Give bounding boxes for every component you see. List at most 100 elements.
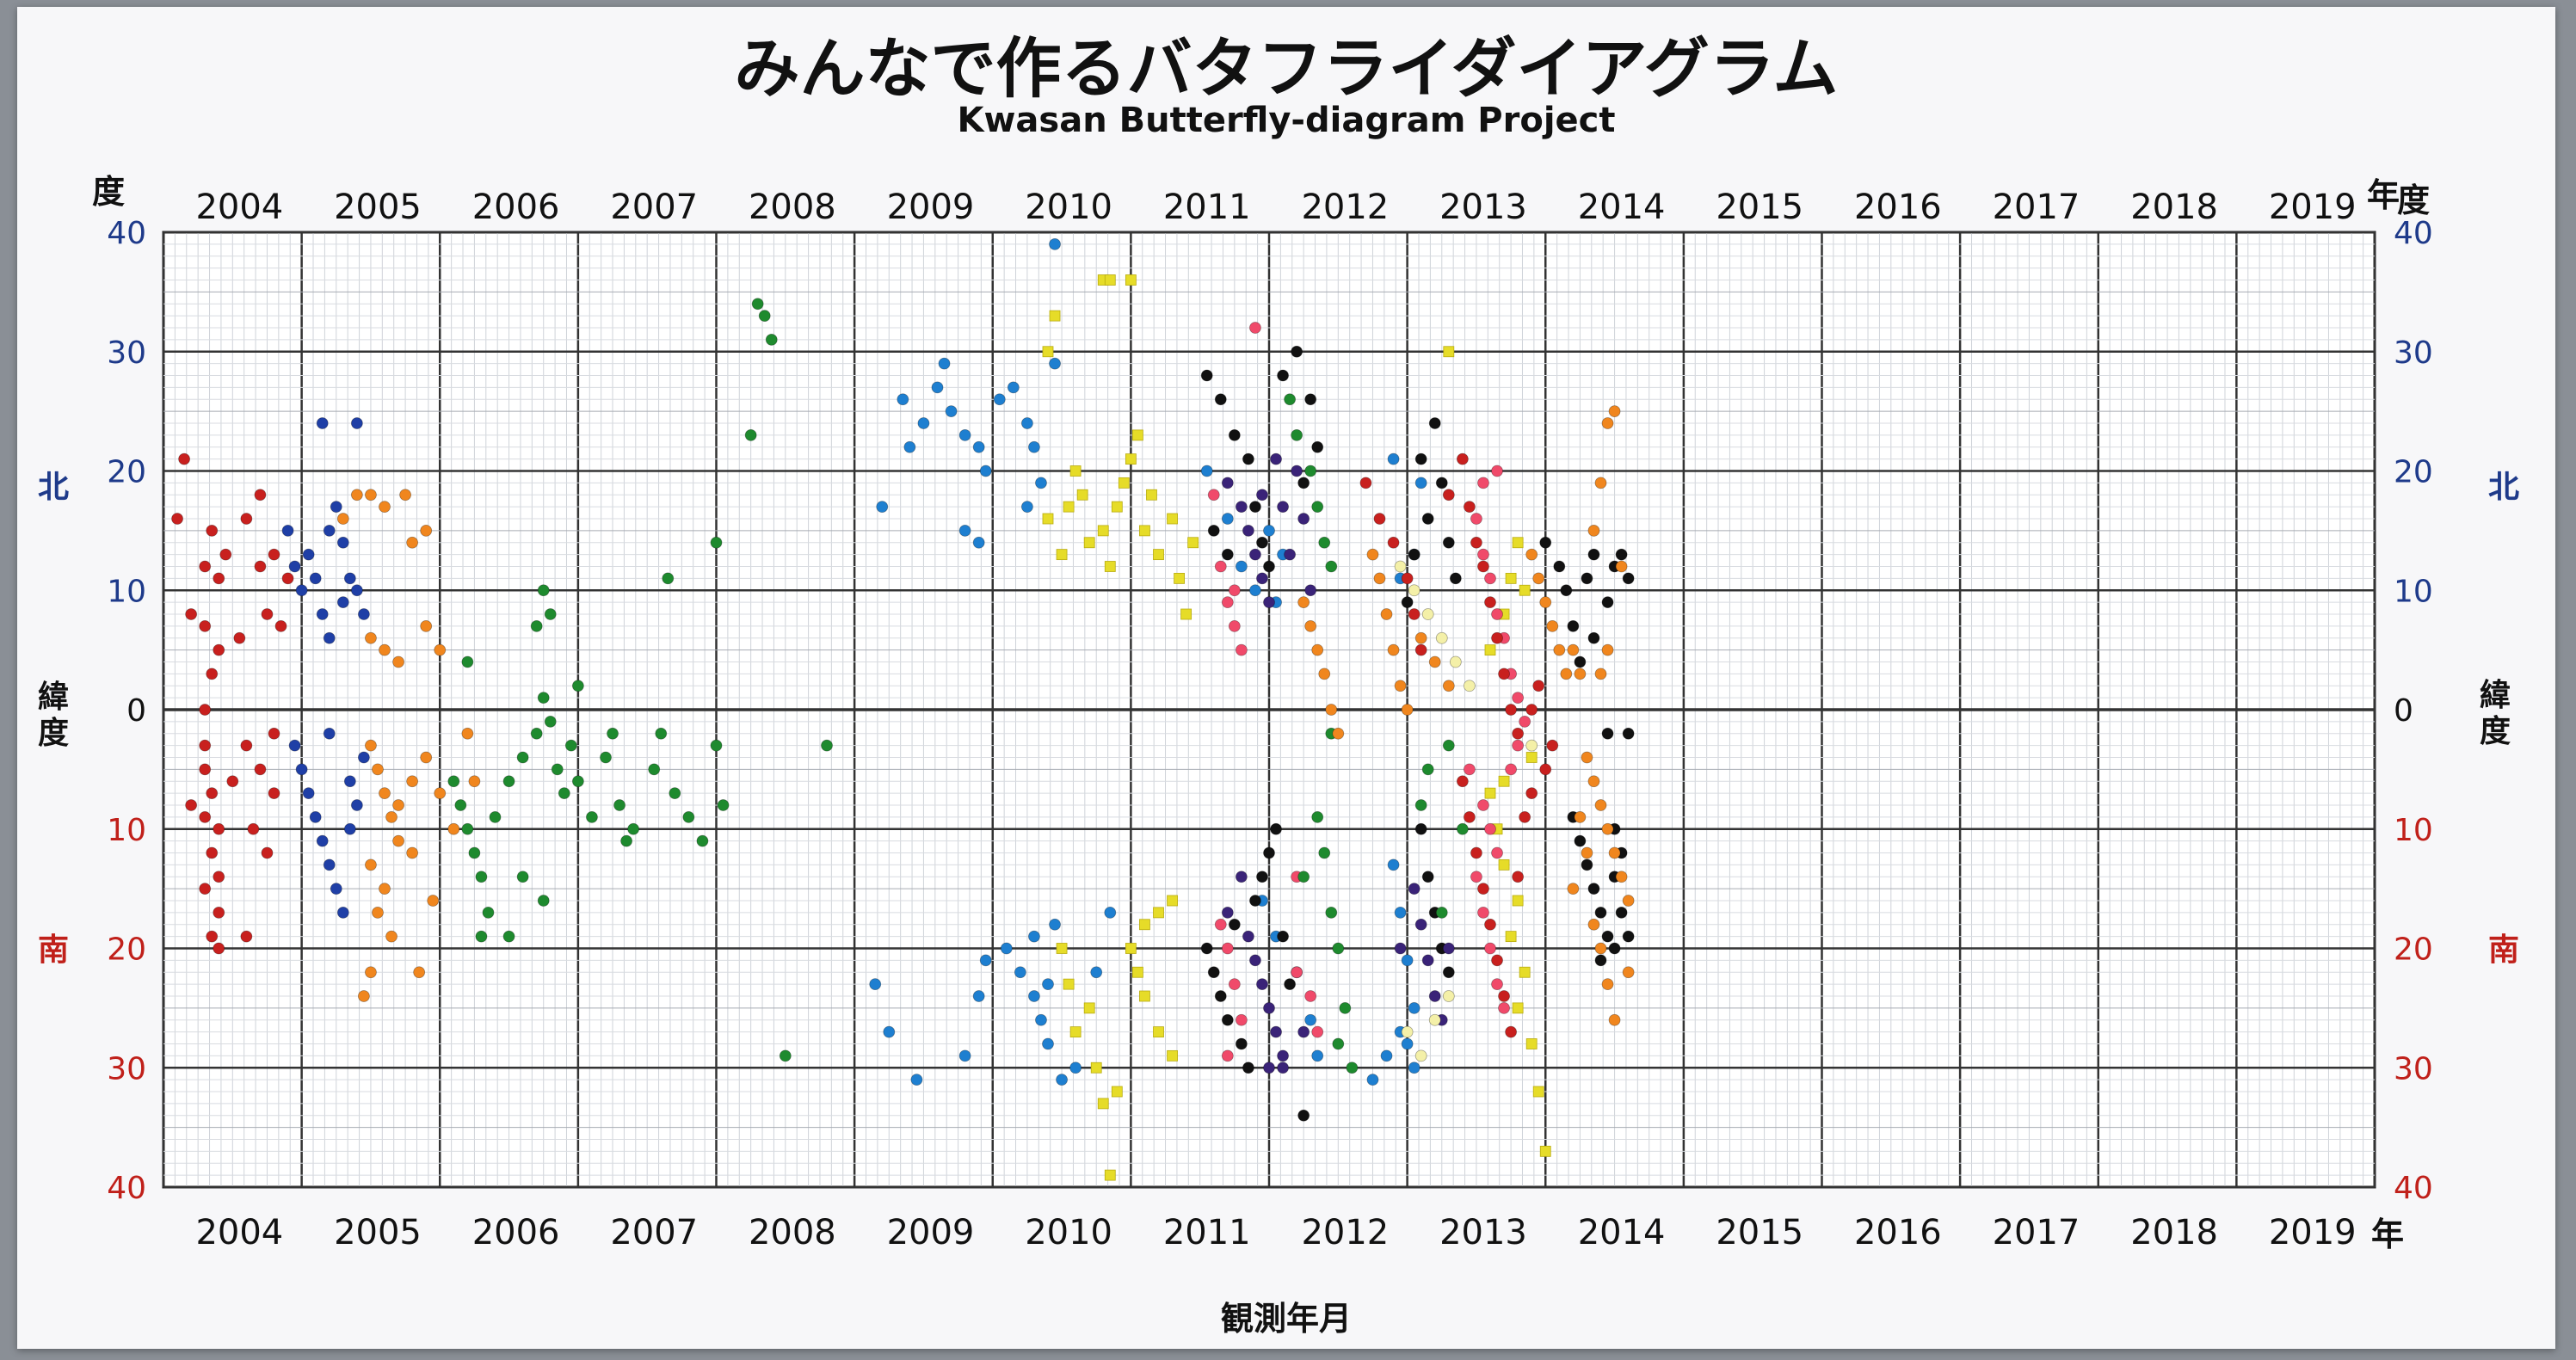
sunspot-point xyxy=(1394,942,1407,955)
sunspot-point xyxy=(358,608,370,620)
sunspot-point xyxy=(1512,727,1525,740)
sunspot-point xyxy=(1519,584,1531,596)
sunspot-point xyxy=(1608,1013,1621,1026)
sunspot-point xyxy=(475,930,488,943)
sunspot-point xyxy=(247,822,260,835)
sunspot-point xyxy=(1180,608,1192,620)
sunspot-point xyxy=(185,799,198,811)
sunspot-point xyxy=(213,942,225,955)
year-label-bottom: 2010 xyxy=(1025,1213,1112,1252)
sunspot-point xyxy=(1007,381,1020,394)
sunspot-point xyxy=(1359,477,1372,489)
sunspot-point xyxy=(1263,846,1275,859)
sunspot-point xyxy=(330,501,342,514)
sunspot-point xyxy=(1104,906,1117,919)
sunspot-point xyxy=(1235,643,1248,656)
sunspot-point xyxy=(931,381,944,394)
sunspot-point xyxy=(226,775,239,788)
lat-label-left: 20 xyxy=(107,932,146,968)
sunspot-point xyxy=(1332,727,1345,740)
sunspot-point xyxy=(1297,1025,1310,1038)
sunspot-point xyxy=(336,513,349,525)
sunspot-point xyxy=(1277,1062,1289,1074)
sunspot-point xyxy=(365,739,377,752)
sunspot-point xyxy=(1519,966,1531,978)
sunspot-point xyxy=(1414,452,1427,465)
sunspot-point xyxy=(199,560,212,573)
sunspot-point xyxy=(274,619,287,632)
lat-label-left: 40 xyxy=(107,1171,146,1206)
sunspot-point xyxy=(1435,631,1448,644)
year-label-bottom: 2011 xyxy=(1163,1213,1251,1252)
sunspot-point xyxy=(1581,858,1593,871)
sunspot-point xyxy=(468,846,481,859)
sunspot-point xyxy=(1332,1037,1345,1050)
year-label-top: 2011 xyxy=(1163,188,1251,227)
sunspot-point xyxy=(1242,452,1254,465)
sunspot-point xyxy=(1049,310,1061,322)
sunspot-point xyxy=(1464,810,1476,823)
sunspot-point xyxy=(1414,799,1427,811)
sunspot-point xyxy=(1090,1062,1102,1074)
sunspot-point xyxy=(350,489,363,502)
sunspot-point xyxy=(1200,369,1213,382)
sunspot-point xyxy=(213,871,225,883)
year-label-bottom: 2004 xyxy=(195,1213,283,1252)
sunspot-point xyxy=(1414,643,1427,656)
sunspot-point xyxy=(385,810,397,823)
sunspot-point xyxy=(972,990,985,1002)
sunspot-point xyxy=(1056,943,1068,954)
sunspot-point xyxy=(1414,822,1427,835)
sunspot-point xyxy=(1297,477,1310,489)
sunspot-point xyxy=(1104,274,1116,286)
lat-label-left: 10 xyxy=(107,574,146,609)
year-label-top: 2014 xyxy=(1578,188,1666,227)
sunspot-point xyxy=(1491,978,1503,991)
sunspot-point xyxy=(1063,978,1075,990)
sunspot-point xyxy=(1484,644,1496,656)
lat-label-right: 40 xyxy=(2394,216,2433,251)
sunspot-point xyxy=(1622,727,1635,740)
sunspot-point xyxy=(1428,417,1441,429)
sunspot-point xyxy=(1456,775,1469,788)
year-label-top: 2015 xyxy=(1716,188,1803,227)
sunspot-point xyxy=(1187,537,1199,549)
sunspot-point xyxy=(213,643,225,656)
year-label-bottom: 2016 xyxy=(1854,1213,1942,1252)
sunspot-point xyxy=(316,608,329,620)
sunspot-point xyxy=(1594,799,1607,811)
sunspot-point xyxy=(1249,895,1261,907)
sunspot-point xyxy=(1221,942,1234,955)
sunspot-point xyxy=(1311,1049,1324,1062)
sunspot-point xyxy=(1083,1002,1095,1014)
sunspot-point xyxy=(1132,429,1143,441)
sunspot-point xyxy=(516,751,529,764)
sunspot-point xyxy=(1581,751,1593,764)
sunspot-point xyxy=(254,560,267,573)
sunspot-point xyxy=(620,834,632,847)
sunspot-point xyxy=(1042,513,1054,525)
sunspot-point xyxy=(1470,846,1482,859)
sunspot-point xyxy=(206,846,219,859)
sunspot-point xyxy=(1401,1037,1414,1050)
sunspot-point xyxy=(1069,465,1082,477)
sunspot-point xyxy=(1622,895,1635,907)
sunspot-point xyxy=(1373,572,1386,585)
sunspot-point xyxy=(938,357,951,370)
sunspot-point xyxy=(199,883,212,895)
year-label-bottom: 2008 xyxy=(749,1213,836,1252)
lat-label-left: 30 xyxy=(107,1051,146,1086)
sunspot-point xyxy=(979,465,992,477)
sunspot-point xyxy=(1366,548,1379,561)
sunspot-point xyxy=(379,501,391,514)
sunspot-point xyxy=(1428,990,1441,1002)
sunspot-point xyxy=(1167,895,1178,907)
sunspot-point xyxy=(1221,477,1234,489)
sunspot-point xyxy=(1063,501,1075,513)
sunspot-point xyxy=(1477,883,1489,895)
sunspot-point xyxy=(993,393,1006,406)
sunspot-point xyxy=(682,810,695,823)
sunspot-point xyxy=(1263,596,1275,609)
sunspot-point xyxy=(1532,572,1545,585)
sunspot-point xyxy=(1560,668,1573,680)
